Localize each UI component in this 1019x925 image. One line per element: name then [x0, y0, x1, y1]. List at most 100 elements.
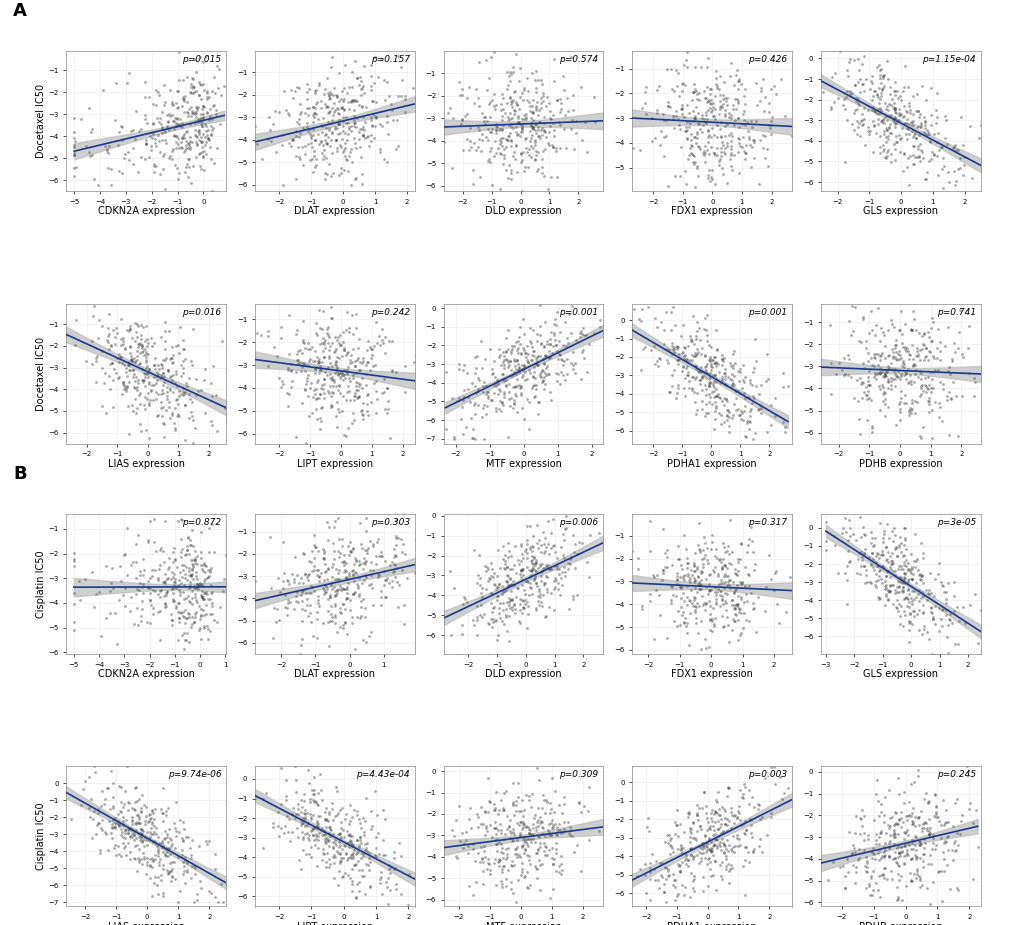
- Point: [504, 353, 521, 368]
- Point: [324, 107, 340, 122]
- Point: [541, 349, 557, 364]
- Point: [151, 362, 167, 376]
- Point: [65, 615, 82, 630]
- Point: [195, 127, 211, 142]
- Point: [676, 824, 692, 839]
- Point: [963, 171, 979, 186]
- Point: [385, 564, 401, 579]
- Point: [109, 839, 125, 854]
- Point: [294, 601, 311, 616]
- Point: [146, 811, 162, 826]
- Point: [874, 559, 891, 574]
- Point: [536, 536, 552, 551]
- Point: [708, 141, 725, 155]
- Point: [674, 571, 690, 586]
- Point: [333, 531, 350, 546]
- Text: A: A: [13, 3, 28, 20]
- Point: [201, 884, 217, 899]
- Point: [444, 110, 461, 125]
- Point: [552, 540, 569, 555]
- Point: [507, 371, 524, 386]
- Point: [708, 147, 725, 162]
- Point: [493, 113, 510, 128]
- Point: [351, 840, 367, 855]
- Point: [673, 84, 689, 99]
- Point: [154, 358, 170, 373]
- Point: [150, 366, 166, 381]
- Point: [155, 839, 171, 854]
- Point: [532, 565, 548, 580]
- Point: [299, 570, 315, 585]
- Point: [374, 832, 390, 847]
- Point: [477, 352, 493, 366]
- Point: [131, 816, 148, 831]
- Point: [142, 393, 158, 408]
- Point: [308, 107, 324, 122]
- Point: [341, 548, 358, 562]
- Point: [514, 183, 530, 198]
- Point: [746, 426, 762, 441]
- Point: [892, 367, 908, 382]
- Point: [687, 136, 703, 151]
- Point: [141, 362, 157, 376]
- Point: [181, 133, 198, 148]
- Point: [321, 105, 337, 119]
- Point: [277, 788, 293, 803]
- Point: [358, 377, 374, 392]
- Point: [722, 158, 739, 173]
- Point: [701, 378, 717, 393]
- Point: [524, 820, 540, 835]
- Point: [862, 845, 878, 859]
- Point: [301, 409, 317, 424]
- Point: [531, 830, 547, 845]
- Point: [498, 821, 515, 836]
- Point: [196, 82, 212, 97]
- Point: [882, 524, 899, 539]
- Point: [111, 559, 127, 574]
- Point: [324, 582, 340, 597]
- Point: [852, 376, 868, 391]
- Point: [867, 837, 883, 852]
- Point: [193, 106, 209, 121]
- Point: [689, 568, 705, 583]
- Point: [745, 841, 761, 856]
- Point: [928, 351, 945, 365]
- Point: [683, 848, 699, 863]
- Point: [441, 563, 458, 578]
- Point: [126, 827, 143, 842]
- Point: [725, 816, 741, 831]
- Point: [490, 852, 506, 867]
- Point: [133, 372, 150, 387]
- Point: [367, 358, 383, 373]
- Point: [107, 819, 123, 833]
- Point: [878, 98, 895, 113]
- Point: [380, 402, 396, 417]
- Point: [300, 831, 316, 845]
- Point: [337, 429, 354, 444]
- Point: [201, 101, 217, 116]
- Point: [680, 152, 696, 166]
- Point: [743, 377, 759, 392]
- Point: [396, 105, 413, 119]
- Point: [174, 562, 191, 577]
- Point: [323, 575, 339, 590]
- Point: [709, 576, 726, 591]
- Point: [596, 843, 612, 857]
- Point: [333, 349, 350, 364]
- Point: [171, 118, 187, 133]
- Point: [944, 352, 960, 366]
- Point: [327, 808, 343, 823]
- Point: [655, 112, 672, 127]
- Point: [198, 48, 214, 63]
- Point: [315, 138, 331, 153]
- Point: [612, 314, 629, 328]
- Point: [310, 820, 326, 834]
- Point: [176, 387, 193, 401]
- Point: [915, 327, 931, 341]
- Point: [766, 390, 783, 405]
- Point: [735, 89, 751, 104]
- Point: [513, 536, 529, 551]
- Point: [564, 591, 580, 606]
- Point: [362, 880, 378, 894]
- Point: [306, 820, 322, 834]
